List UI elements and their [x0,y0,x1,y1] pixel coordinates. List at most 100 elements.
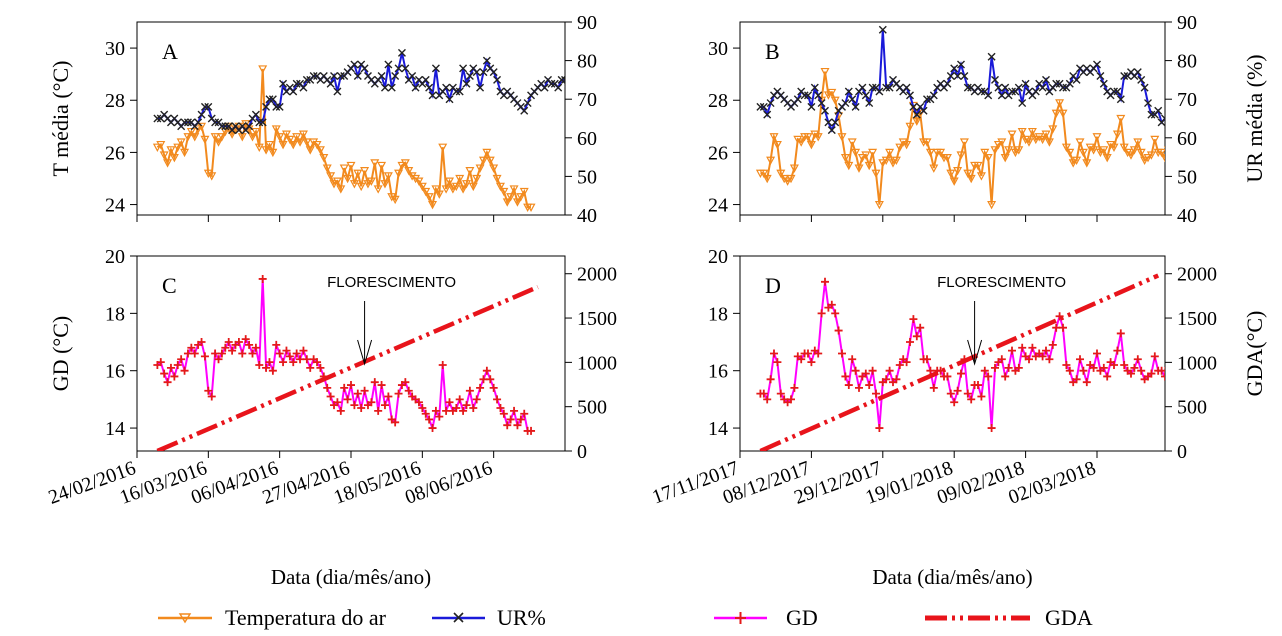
ur-point [875,87,884,96]
ur-point [384,60,393,69]
gd-point [350,401,359,410]
ur-point [153,114,162,123]
temp-point [1163,146,1165,149]
right-tick-label: 70 [577,89,597,111]
ur-point [1052,79,1061,88]
gd-point [766,375,775,384]
gd-point [950,398,959,407]
temp-point [905,122,915,132]
gd-point [313,358,322,367]
temp-point [1072,156,1082,165]
temp-point [183,133,193,142]
temp-point [332,177,342,186]
temp-point [990,146,1000,155]
gd-point [360,386,369,395]
gd-point [1093,349,1101,358]
right-tick-label: 50 [577,166,597,188]
temp-point [186,127,196,137]
temp-point [997,138,1007,147]
gd-point [821,277,829,286]
right-tick-label: 80 [1177,51,1197,73]
gd-point [238,349,247,358]
gd-point [333,398,342,407]
gd-point [1042,346,1050,355]
ur-point [1110,87,1118,96]
ur-point [1038,83,1047,92]
ur-point [984,91,993,100]
gd-point [299,346,308,355]
temp-point [319,154,329,163]
ur-point [977,87,986,96]
temp-point [1213,162,1220,169]
left-tick-label: 20 [708,246,728,268]
gd-point [1178,295,1186,303]
gd-point [414,398,423,407]
ur-point [547,79,556,88]
ur-point [858,83,867,92]
gd-point [1072,375,1081,384]
right-tick-label: 1500 [577,308,617,330]
temp-point [1126,151,1136,160]
temp-point [837,133,847,142]
ur-point [1059,83,1067,92]
ur-point [221,122,230,131]
gd-point [844,381,853,390]
gd-point [493,395,502,404]
gd-point [421,409,430,418]
gd-point [282,346,291,355]
temp-point [888,159,898,168]
gd-point [1059,323,1067,332]
ur-point [1147,110,1156,119]
temp-point [482,148,492,158]
gd-point [479,375,488,384]
legend-temp-marker [178,613,192,624]
legend: Temperatura do ar UR% GD GDA [158,605,1093,630]
ur-point [865,99,874,108]
ur-point [929,91,938,100]
panel-c: 14161820050010001500200024/02/201616/03/… [46,246,617,589]
gd-point [156,358,165,367]
gd-point [1048,340,1057,349]
gd-point [984,372,993,381]
ur-point [987,52,996,61]
gd-point [790,383,799,392]
ur-point [1099,79,1108,88]
temp-point [1085,143,1095,152]
gd-point [357,403,366,412]
temp-point [281,130,291,139]
right-tick-label: 2000 [1177,264,1217,286]
ur-point [482,56,491,65]
temp-point [1112,130,1122,139]
gd-point [275,349,284,358]
gd-point [1168,332,1176,340]
gd-point [827,300,836,309]
temp-point [776,169,786,179]
temp-point [438,143,448,152]
gd-point [516,415,525,424]
gd-point [865,381,874,390]
ur-point [1072,75,1081,84]
temp-point [451,182,461,192]
right-tick-label: 1000 [1177,352,1217,374]
temp-point [864,161,874,171]
plot-area [152,48,565,212]
temp-point [475,164,485,173]
ur-point [817,99,826,108]
gd-point [520,409,529,418]
ur-point [353,72,362,81]
ur-point [459,64,468,73]
temp-point [526,203,536,212]
gd-point [848,355,857,364]
temp-point [789,164,799,173]
gd-point [482,366,491,375]
temp-point [434,190,444,199]
temp-point [762,174,772,184]
ur-point [814,91,823,100]
temp-point [152,143,162,152]
temp-point [1185,110,1192,117]
panel-label: D [765,273,781,298]
temp-point [1061,143,1071,152]
ur-point [909,102,918,111]
gd-point [292,349,301,358]
